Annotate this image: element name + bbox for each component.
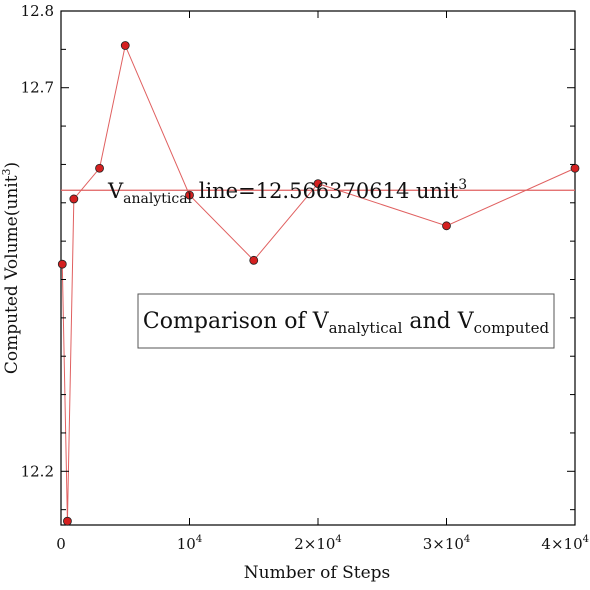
data-point bbox=[69, 194, 79, 204]
plot-border bbox=[60, 10, 576, 526]
ticks-group: 0 104 2×104 3×104 4×104 12.2 12.7 12.8 bbox=[21, 2, 589, 553]
data-point bbox=[120, 41, 130, 50]
y-axis-title: Computed Volume(unit3) bbox=[0, 162, 22, 374]
x-tick-label: 3×104 bbox=[423, 534, 471, 553]
y-tick-label: 12.7 bbox=[21, 79, 54, 97]
data-point bbox=[57, 259, 67, 269]
data-point bbox=[442, 221, 451, 231]
data-point bbox=[313, 179, 323, 189]
x-tick-label: 104 bbox=[177, 534, 202, 553]
data-point bbox=[570, 163, 580, 173]
data-point bbox=[249, 255, 259, 265]
data-point bbox=[95, 163, 104, 173]
y-tick-label: 12.8 bbox=[21, 2, 54, 20]
y-tick-label: 12.2 bbox=[21, 462, 54, 480]
series-group bbox=[57, 41, 580, 526]
reference-line-label: Vanalytical line=12.566370614 unit3 bbox=[107, 177, 467, 207]
plot-frame bbox=[60, 10, 576, 526]
legend-box bbox=[137, 293, 555, 349]
x-tick-label: 4×104 bbox=[541, 534, 589, 553]
legend-text: Comparison of Vanalytical and Vcomputed bbox=[143, 309, 550, 337]
data-point bbox=[185, 190, 194, 200]
x-tick-label: 2×104 bbox=[294, 534, 342, 553]
x-tick-label: 0 bbox=[56, 535, 66, 553]
data-point bbox=[63, 516, 72, 526]
x-axis-title: Number of Steps bbox=[244, 563, 391, 583]
series-line bbox=[61, 43, 576, 522]
